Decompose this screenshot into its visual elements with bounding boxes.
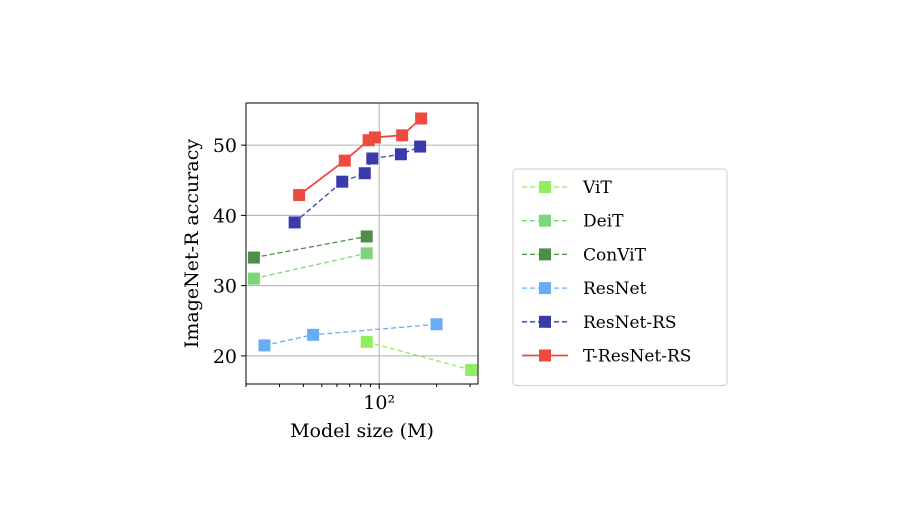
data-point — [307, 328, 320, 341]
series-line — [253, 252, 367, 280]
series-line — [253, 235, 367, 259]
data-point — [288, 216, 301, 229]
legend-marker — [539, 248, 551, 261]
data-point — [360, 247, 373, 260]
legend-marker — [539, 181, 551, 193]
data-point — [368, 131, 381, 144]
series-layer — [247, 112, 478, 376]
legend-label: T-ResNet-RS — [583, 347, 691, 367]
y-tick-label: 20 — [213, 346, 237, 368]
y-tick-label: 30 — [213, 276, 237, 298]
data-point — [338, 154, 351, 167]
legend-marker — [539, 315, 551, 328]
y-axis-label: ImageNet-R accuracy — [181, 139, 203, 348]
data-point — [366, 152, 379, 165]
legend-item: ResNet — [522, 279, 647, 299]
data-point — [415, 112, 428, 125]
data-point — [258, 339, 271, 352]
legend-marker — [539, 282, 551, 295]
legend-item: ViT — [522, 178, 612, 198]
grid-lines — [246, 103, 478, 384]
series-line — [264, 323, 437, 347]
legend-item: ConViT — [522, 245, 647, 265]
legend-label: ResNet-RS — [583, 313, 677, 333]
data-point — [336, 175, 349, 188]
data-point — [247, 251, 260, 264]
series-line — [294, 145, 421, 223]
legend-marker — [539, 349, 551, 362]
plot-frame — [245, 102, 479, 385]
legend-label: ConViT — [583, 245, 647, 265]
x-axis-label: Model size (M) — [290, 420, 434, 442]
data-point — [360, 335, 373, 348]
x-tick-label: 10² — [363, 392, 395, 414]
y-tick-label: 50 — [213, 135, 237, 157]
data-point — [360, 230, 373, 243]
axis-ticks: 20 30 40 50 10² — [213, 135, 471, 414]
data-point — [465, 363, 478, 376]
legend-marker — [539, 214, 551, 227]
data-point — [414, 140, 427, 153]
legend-item: T-ResNet-RS — [522, 347, 691, 367]
legend: ViT DeiT ConViT ResNet ResNet-RS T-ResNet-RS — [512, 168, 728, 387]
series-resnet — [258, 318, 443, 352]
legend-item: DeiT — [522, 212, 624, 232]
data-point — [396, 129, 409, 142]
data-point — [358, 167, 371, 180]
legend-label: DeiT — [583, 212, 624, 232]
series-vit — [360, 335, 478, 376]
legend-item: ResNet-RS — [522, 313, 677, 333]
series-t-resnet-rs — [293, 112, 428, 202]
series-convit — [247, 230, 373, 264]
y-tick-label: 40 — [213, 205, 237, 227]
data-point — [430, 318, 443, 331]
series-resnet-rs — [288, 140, 427, 229]
legend-label: ViT — [582, 178, 612, 198]
data-point — [293, 189, 306, 202]
series-deit — [247, 247, 373, 285]
data-point — [247, 272, 260, 285]
legend-label: ResNet — [583, 279, 647, 299]
data-point — [394, 148, 407, 161]
legend-box — [512, 168, 728, 387]
series-line — [366, 341, 472, 371]
